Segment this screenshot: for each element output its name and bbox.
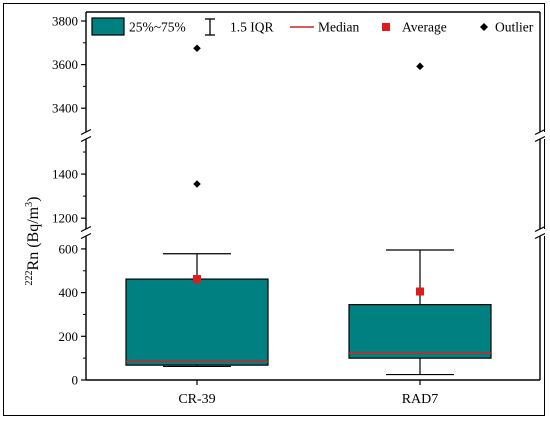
axis-break-gap <box>81 132 91 139</box>
average-marker <box>416 287 424 296</box>
legend-label-box: 25%~75% <box>129 20 186 35</box>
iqr-box <box>348 304 492 359</box>
axis-break-mark <box>80 135 92 143</box>
outlier-marker <box>193 44 201 53</box>
legend-label-average: Average <box>402 20 447 35</box>
axis-break-mark <box>534 225 546 233</box>
axis-break-mark <box>534 232 546 240</box>
axis-break-gap <box>81 229 91 236</box>
axis-break-mark <box>534 135 546 143</box>
legend-label-outlier: Outlier <box>495 20 534 35</box>
axis-break-mark <box>80 128 92 136</box>
y-tick-label: 400 <box>59 285 79 300</box>
y-axis-label-close: ) <box>25 197 42 202</box>
y-tick-label: 1200 <box>52 211 78 226</box>
y-axis-label-unit-exponent: 3 <box>24 202 35 207</box>
average-marker <box>193 275 201 284</box>
y-tick-label: 200 <box>59 329 79 344</box>
axis-break-gap <box>535 132 545 139</box>
y-tick-label: 3600 <box>52 57 78 72</box>
x-tick-label: CR-39 <box>178 392 215 407</box>
y-tick-label: 0 <box>72 373 79 388</box>
y-tick-label: 3800 <box>52 14 78 29</box>
y-axis-label-isotope: 222 <box>24 270 35 285</box>
outlier-marker <box>193 180 201 188</box>
x-tick-label: RAD7 <box>402 392 439 407</box>
box-rad7 <box>348 62 492 376</box>
outlier-marker <box>416 62 424 71</box>
chart-frame <box>3 3 545 416</box>
legend-label-median: Median <box>318 20 359 35</box>
y-tick-label: 600 <box>59 241 79 256</box>
axis-break-gap <box>535 229 545 236</box>
y-tick-label: 1400 <box>52 167 78 182</box>
y-axis-label-main: Rn (Bq/m <box>25 206 42 270</box>
y-axis-label: 222Rn (Bq/m3) <box>24 197 42 286</box>
box-cr-39 <box>125 44 269 368</box>
legend-label-iqr: 1.5 IQR <box>230 20 274 35</box>
axis-break-mark <box>80 232 92 240</box>
legend-outlier-swatch <box>480 23 488 31</box>
legend-box-swatch <box>91 17 125 36</box>
legend-average-swatch <box>382 23 390 31</box>
axis-break-mark <box>80 225 92 233</box>
axis-break-mark <box>534 128 546 136</box>
y-tick-label: 3400 <box>52 101 78 116</box>
iqr-box <box>125 278 269 366</box>
